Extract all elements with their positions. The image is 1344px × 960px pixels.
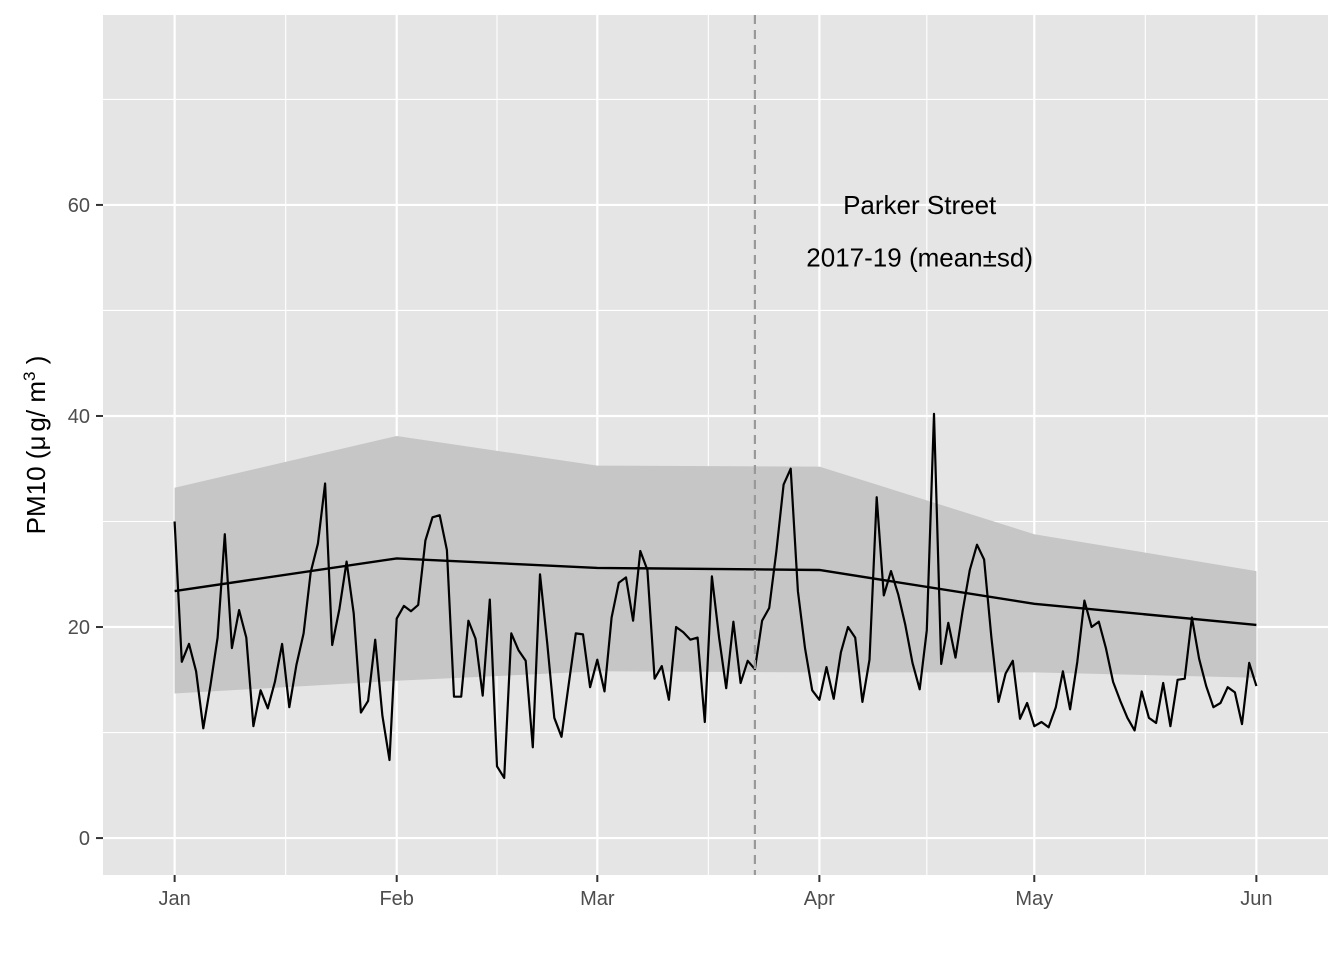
x-tick-label: Apr	[804, 888, 835, 910]
annotation-2: 2017-19 (mean±sd)	[806, 243, 1033, 273]
y-axis-title-unit: g/ m	[21, 381, 51, 432]
y-axis-title-sup: 3	[20, 372, 39, 381]
y-axis-title-close: )	[21, 356, 51, 372]
y-axis-title-main: PM10 (	[21, 450, 51, 534]
y-axis-title: PM10 (μ g/ m3 )	[20, 356, 51, 535]
sd-band	[174, 436, 1257, 694]
y-axis: 0 20 40 60	[68, 195, 103, 850]
y-tick-label: 60	[68, 195, 90, 217]
x-tick-label: Jan	[159, 888, 191, 910]
daily-pm10-line	[173, 412, 1258, 779]
x-axis: Jan Feb Mar Apr May Jun	[159, 875, 1272, 910]
x-tick-label: May	[1015, 888, 1053, 910]
y-tick-label: 20	[68, 617, 90, 639]
x-tick-label: Feb	[379, 888, 413, 910]
mean-line	[174, 557, 1257, 627]
y-tick-label: 0	[79, 828, 90, 850]
y-axis-title-mu: μ	[21, 436, 51, 451]
y-tick-label: 40	[68, 406, 90, 428]
x-tick-label: Mar	[580, 888, 615, 910]
plot-panel	[103, 15, 1328, 875]
x-tick-label: Jun	[1240, 888, 1272, 910]
annotation-1: Parker Street	[843, 190, 997, 220]
annotations: Parker Street 2017-19 (mean±sd)	[806, 190, 1033, 273]
